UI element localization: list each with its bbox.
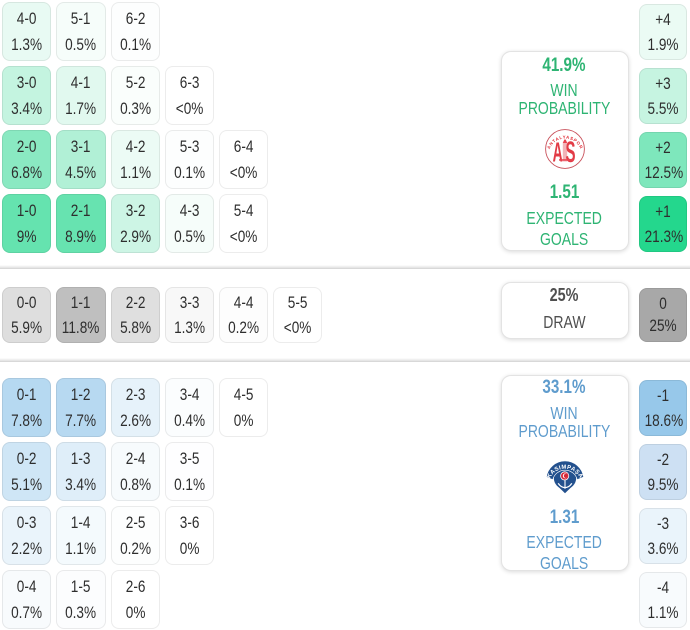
svg-text:A: A: [553, 136, 563, 168]
svg-text:S: S: [565, 137, 575, 169]
